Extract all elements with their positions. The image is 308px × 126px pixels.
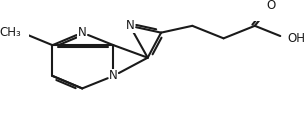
Text: N: N bbox=[78, 26, 87, 39]
Text: N: N bbox=[125, 19, 134, 32]
Text: OH: OH bbox=[288, 32, 306, 45]
Text: CH₃: CH₃ bbox=[0, 26, 21, 39]
Text: N: N bbox=[109, 69, 118, 82]
Text: O: O bbox=[266, 0, 276, 12]
